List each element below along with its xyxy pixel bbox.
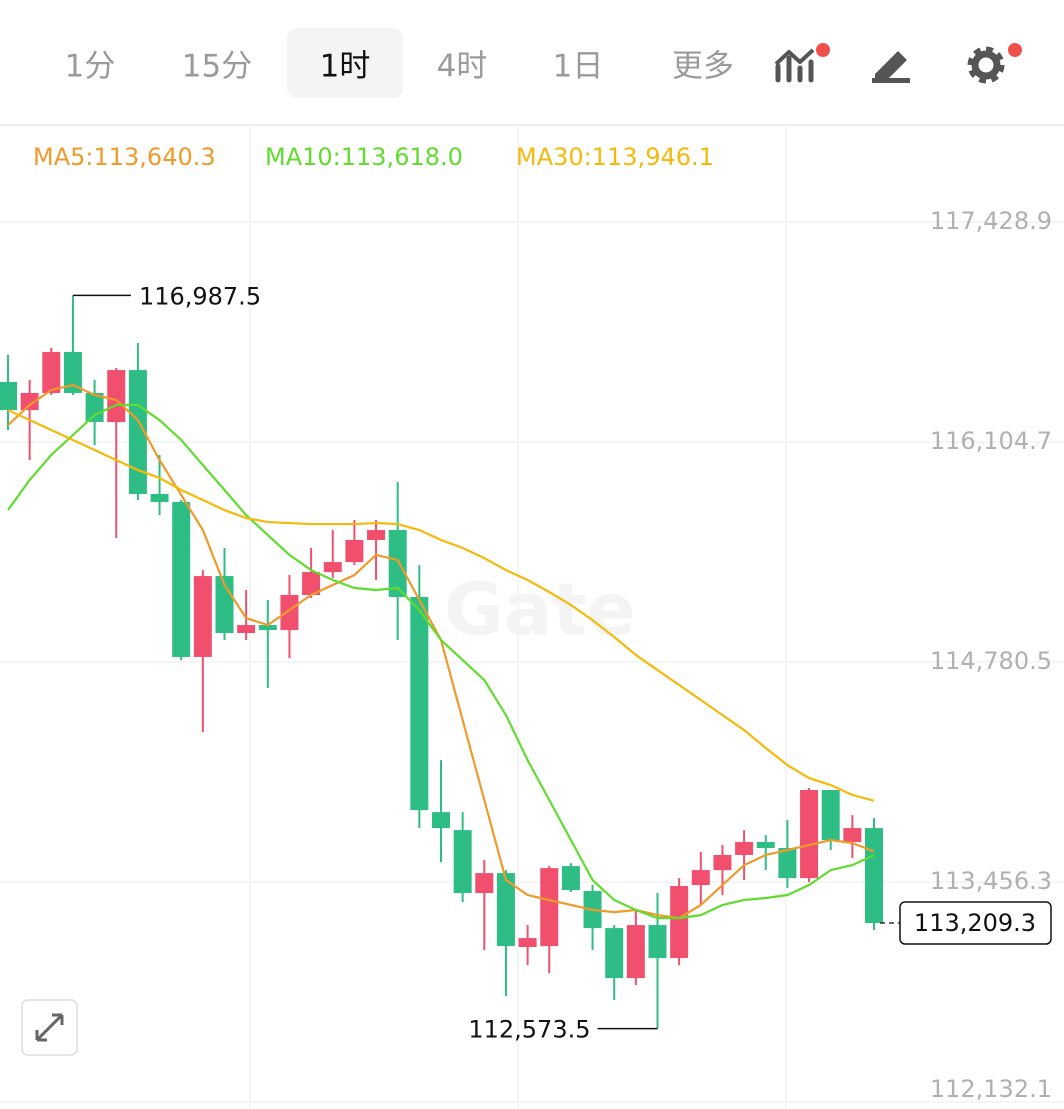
candle-body bbox=[0, 382, 17, 411]
draw-button[interactable] bbox=[872, 51, 910, 83]
candle-body bbox=[193, 576, 212, 657]
candle-body bbox=[518, 938, 537, 948]
candle-body bbox=[843, 828, 862, 843]
indicator-button[interactable] bbox=[774, 43, 830, 83]
candle-body bbox=[63, 351, 82, 393]
candle-body bbox=[735, 842, 754, 855]
candle-body bbox=[561, 866, 580, 891]
candle-body bbox=[691, 870, 710, 886]
candle-body bbox=[128, 370, 147, 494]
candle-body bbox=[388, 530, 407, 597]
y-tick-label: 114,780.5 bbox=[930, 647, 1052, 675]
candle-body bbox=[865, 828, 883, 924]
watermark: Gate bbox=[445, 568, 636, 652]
last-price-label: 113,209.3 bbox=[914, 909, 1036, 937]
candle-body bbox=[237, 625, 256, 634]
candle-body bbox=[756, 842, 775, 849]
candle-body bbox=[323, 562, 342, 573]
candle-body bbox=[496, 873, 515, 947]
candle-body bbox=[85, 392, 104, 423]
candle-body bbox=[302, 572, 321, 595]
candle-body bbox=[410, 596, 429, 811]
tab[interactable]: 4时 bbox=[437, 49, 488, 85]
tab[interactable]: 1分 bbox=[65, 49, 116, 85]
timeframe-tabs: 1分 15分 1时 4时 1日 更多 bbox=[65, 28, 734, 98]
indicator-icon bbox=[775, 55, 814, 83]
candle-body bbox=[605, 928, 624, 979]
tab[interactable]: 1日 bbox=[553, 49, 604, 85]
pencil-base bbox=[872, 78, 910, 83]
candle-body bbox=[367, 530, 386, 540]
y-tick-label: 113,456.3 bbox=[930, 867, 1052, 895]
y-tick-label: 117,428.9 bbox=[930, 207, 1052, 235]
y-tick-label: 116,104.7 bbox=[930, 427, 1052, 455]
candle-body bbox=[648, 925, 667, 958]
expand-button[interactable] bbox=[21, 999, 78, 1056]
candle-body bbox=[172, 501, 191, 657]
candle-body bbox=[626, 925, 645, 979]
plot: 117,428.9 116,104.7 114,780.5 113,456.3 112,… bbox=[0, 143, 1064, 1103]
high-label: 116,987.5 bbox=[139, 282, 261, 310]
ma-line bbox=[7, 409, 875, 802]
candle-body bbox=[778, 848, 797, 879]
candle-body bbox=[42, 351, 61, 393]
indicator-icon-line bbox=[774, 48, 815, 66]
candle-body bbox=[20, 392, 39, 411]
candle-body bbox=[280, 594, 299, 631]
candle-body bbox=[258, 625, 277, 631]
gear-icon bbox=[971, 50, 1001, 80]
expand-icon bbox=[35, 1013, 64, 1042]
candle-body bbox=[670, 886, 689, 958]
notification-dot bbox=[816, 43, 830, 57]
legend-entry: MA10:113,618.0 bbox=[265, 143, 463, 171]
y-tick-label: 112,132.1 bbox=[930, 1075, 1052, 1103]
candle-body bbox=[713, 854, 732, 871]
last-price-box bbox=[899, 901, 1052, 945]
pencil-icon bbox=[875, 51, 907, 83]
active-tab-bg bbox=[287, 28, 403, 98]
candle-body bbox=[150, 493, 169, 502]
candle-body bbox=[475, 873, 494, 894]
tab[interactable]: 15分 bbox=[182, 49, 252, 85]
ma-line bbox=[7, 403, 875, 920]
candle-body bbox=[432, 812, 450, 829]
low-label: 112,573.5 bbox=[468, 1016, 590, 1044]
candle-body bbox=[453, 830, 472, 894]
vertical-grid bbox=[249, 125, 787, 1109]
legend-entry: MA5:113,640.3 bbox=[33, 143, 216, 171]
legend-entry: MA30:113,946.1 bbox=[516, 143, 714, 171]
tab[interactable]: 更多 bbox=[672, 49, 734, 85]
candle-body bbox=[345, 539, 364, 563]
candle-body bbox=[540, 868, 559, 947]
candle-body bbox=[800, 790, 819, 879]
tab[interactable]: 1时 bbox=[320, 49, 371, 85]
settings-button[interactable] bbox=[967, 43, 1022, 84]
candle-body bbox=[107, 370, 126, 423]
notification-dot bbox=[1008, 43, 1022, 57]
candle-body bbox=[821, 790, 840, 841]
